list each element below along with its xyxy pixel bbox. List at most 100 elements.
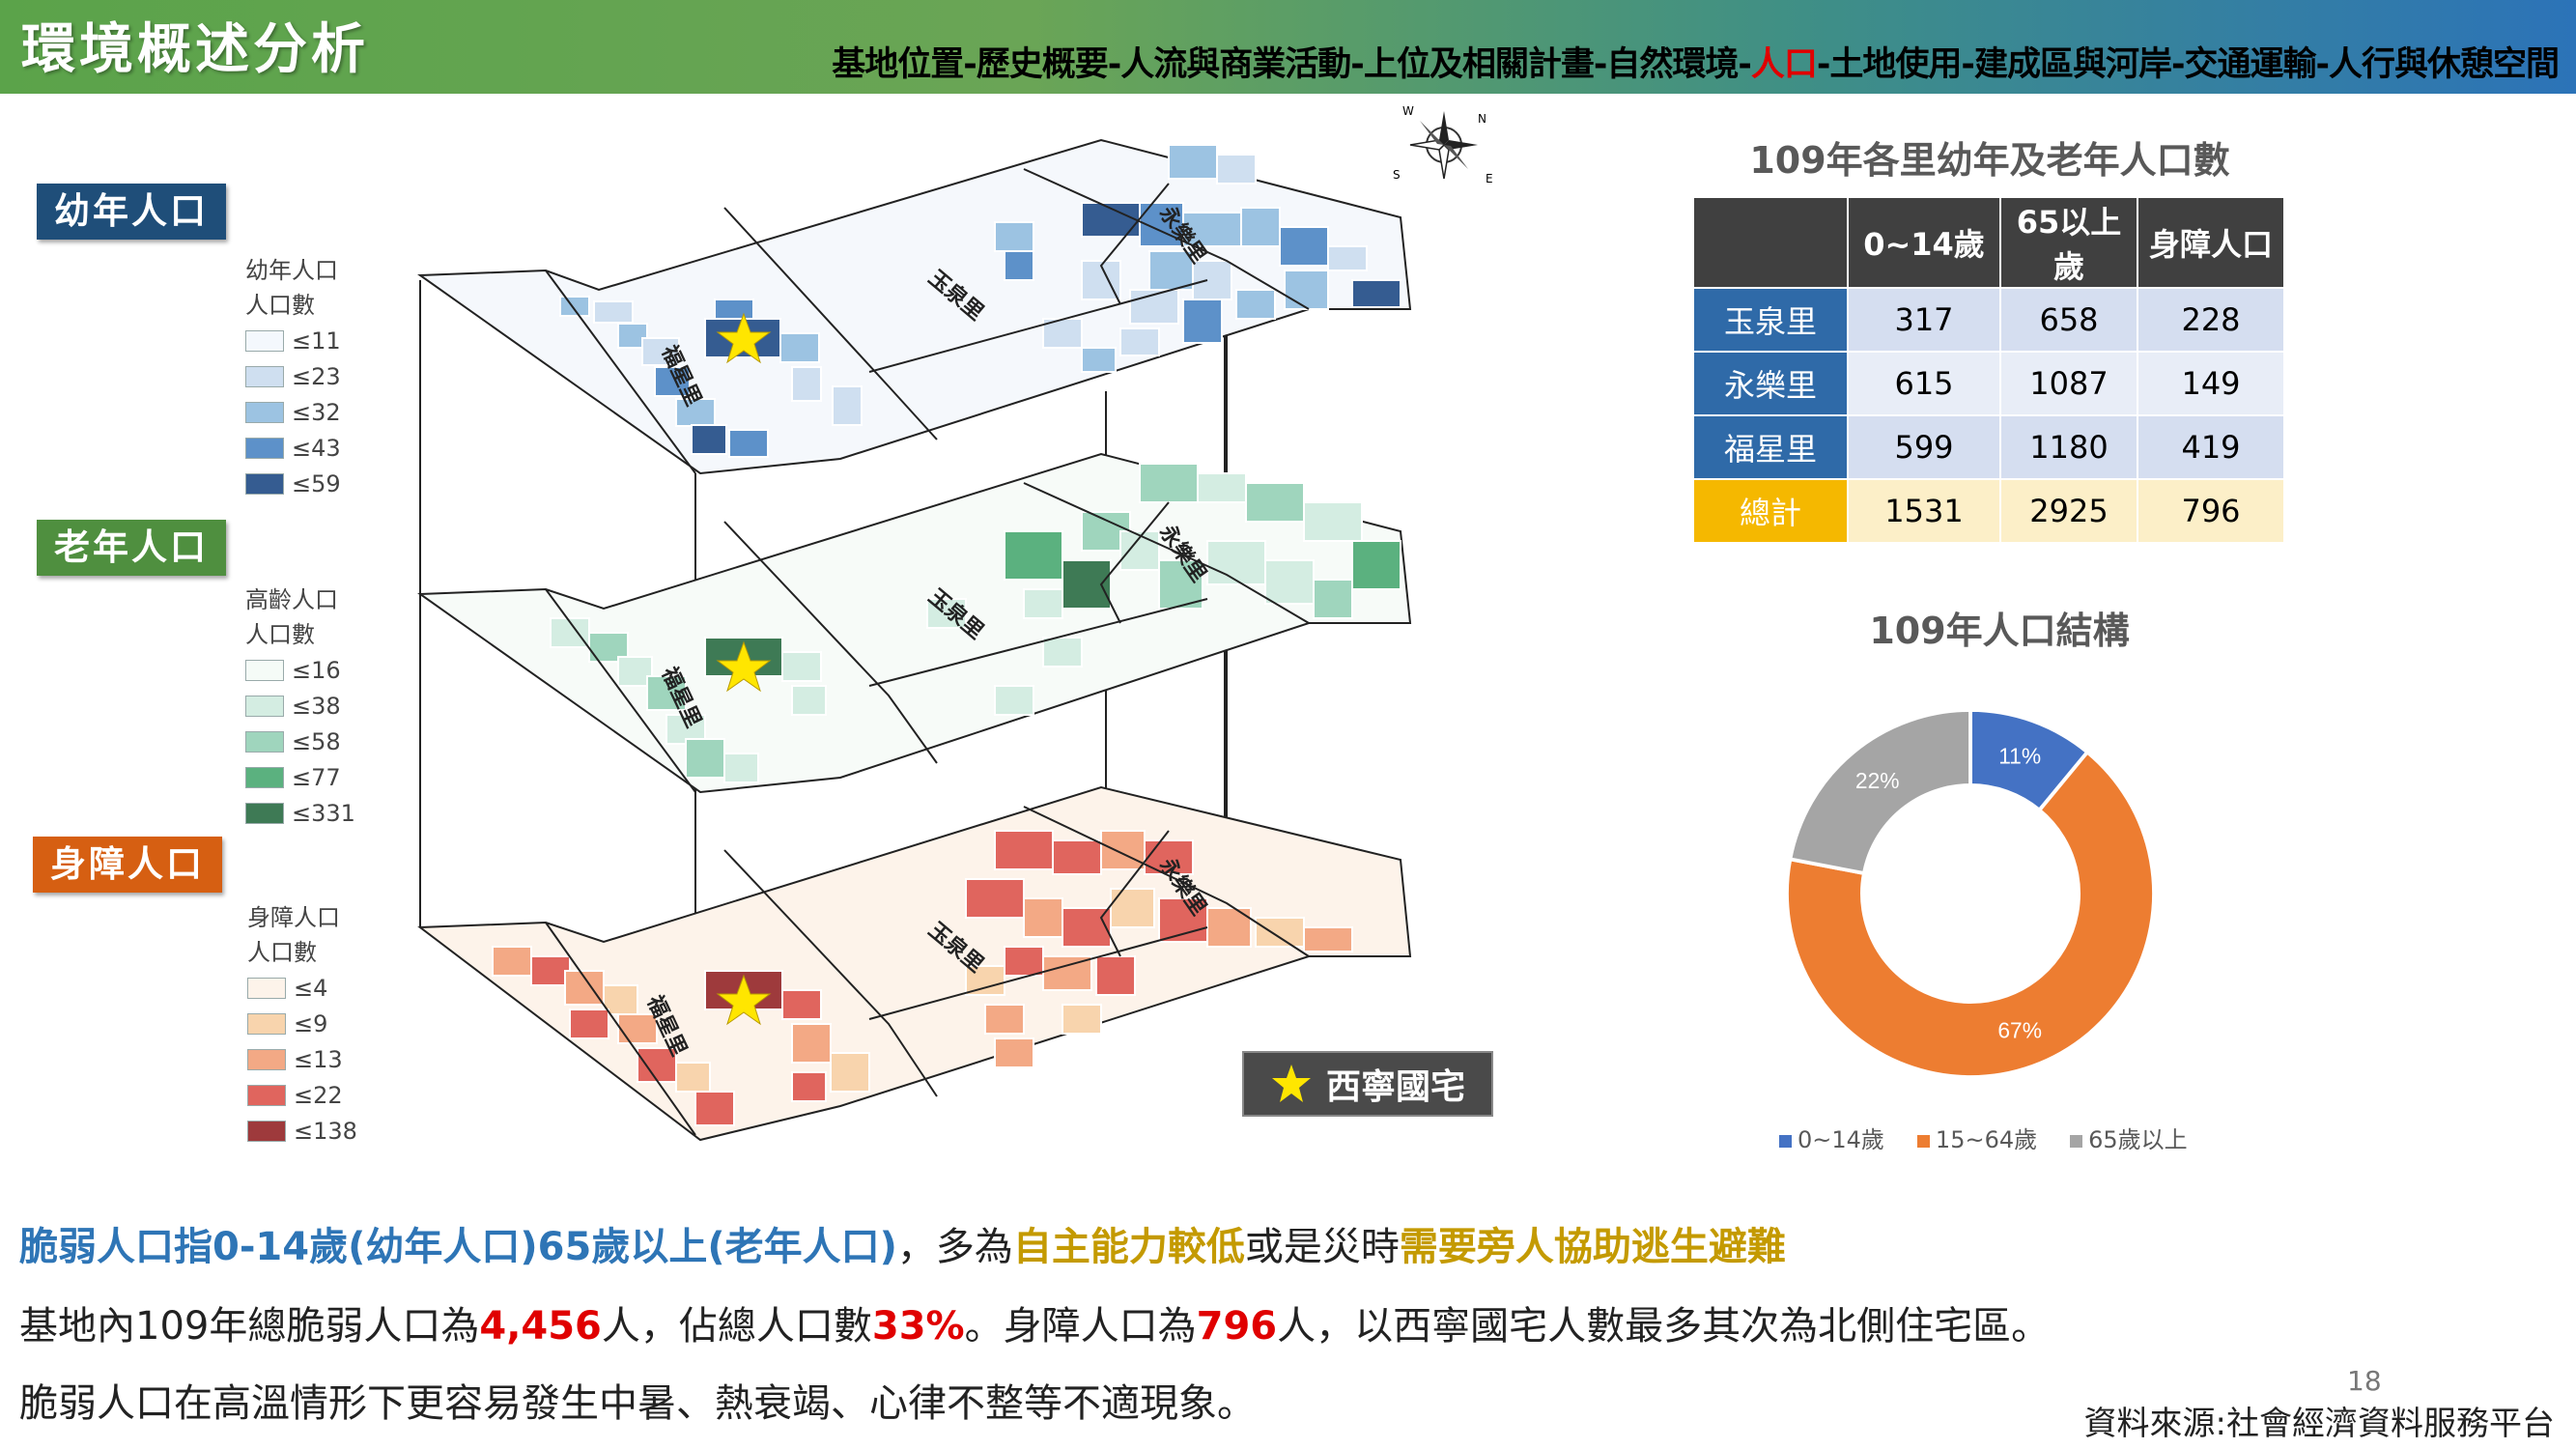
map-layer-disabled — [417, 785, 1412, 1142]
legend-title-line2: 人口數 — [245, 621, 315, 648]
table-total-row: 總計 1531 2925 796 — [1692, 478, 2285, 544]
population-donut-chart: 11% 67% 22% — [1787, 708, 2154, 1079]
legend-title-line1: 身障人口 — [247, 904, 340, 931]
text-segment: 4,456 — [479, 1304, 602, 1349]
legend-label: ≤4 — [294, 974, 328, 1002]
text-segment: 或是災時 — [1244, 1225, 1400, 1269]
compass-letter-w: W — [1402, 104, 1414, 118]
legend-swatch — [2070, 1134, 2083, 1148]
total-cell: 1531 — [1847, 478, 2001, 544]
legend-title-line1: 幼年人口 — [245, 257, 338, 284]
legend-label: ≤13 — [294, 1045, 343, 1073]
breadcrumb-before[interactable]: 基地位置-歷史概要-人流與商業活動-上位及相關計畫-自然環境- — [832, 45, 1752, 84]
table-cell: 1180 — [1999, 414, 2138, 480]
legend-title-line1: 高齡人口 — [245, 586, 338, 613]
table-row: 福星里 599 1180 419 — [1692, 414, 2285, 480]
text-segment: 33% — [871, 1304, 965, 1349]
table-title: 109年各里幼年及老年人口數 — [1749, 139, 2230, 182]
legend-swatch — [247, 1012, 286, 1035]
section-breadcrumb: 基地位置-歷史概要-人流與商業活動-上位及相關計畫-自然環境-人口-土地使用-建… — [832, 37, 2560, 86]
text-segment: 需要旁人協助逃生避難 — [1399, 1225, 1786, 1269]
legend-row: ≤59 — [245, 466, 341, 501]
donut-data-label: 22% — [1855, 768, 1900, 793]
map-layer-elderly — [417, 452, 1412, 794]
legend-swatch — [245, 437, 284, 459]
layered-population-map: 永樂里 玉泉里 福星里 永樂里 玉泉里 福星里 永樂里 玉泉里 福星里 — [417, 138, 1412, 1142]
row-name: 玉泉里 — [1692, 287, 1849, 353]
compass-letter-s: S — [1393, 168, 1401, 182]
donut-slice — [1787, 749, 2154, 1079]
donut-slice — [1788, 708, 1972, 876]
legend-children: 幼年人口 人口數 ≤11 ≤23 ≤32 ≤43 ≤59 — [245, 253, 341, 501]
table-header-cell: 0~14歲 — [1847, 196, 2001, 289]
chart-legend: 0~14歲 15~64歲 65歲以上 — [1779, 1121, 2188, 1154]
legend-row: ≤43 — [245, 430, 341, 466]
legend-swatch — [247, 977, 286, 999]
table-cell: 149 — [2137, 351, 2285, 416]
legend-swatch — [245, 802, 284, 824]
layer-label-elderly: 老年人口 — [37, 520, 226, 576]
legend-swatch — [245, 401, 284, 423]
header-bar: 環境概述分析 基地位置-歷史概要-人流與商業活動-上位及相關計畫-自然環境-人口… — [0, 0, 2576, 94]
summary-line-1: 脆弱人口指0-14歲(幼年人口)65歲以上(老年人口)，多為自主能力較低或是災時… — [19, 1215, 1786, 1271]
legend-title-line2: 人口數 — [245, 292, 315, 319]
marker-label: 西寧國宅 — [1325, 1067, 1465, 1107]
layer-label-disabled: 身障人口 — [33, 837, 222, 893]
legend-item: 0~14歲 — [1779, 1121, 1884, 1154]
legend-row: ≤13 — [247, 1041, 357, 1077]
xining-star-icon — [716, 640, 772, 693]
legend-label: ≤331 — [292, 799, 355, 827]
total-name: 總計 — [1692, 478, 1849, 544]
legend-swatch — [245, 329, 284, 352]
row-name: 福星里 — [1692, 414, 1849, 480]
legend-swatch — [245, 472, 284, 495]
xining-star-icon — [716, 974, 772, 1026]
summary-line-3: 脆弱人口在高溫情形下更容易發生中暑、熱衰竭、心律不整等不適現象。 — [19, 1372, 1256, 1428]
table-cell: 615 — [1847, 351, 2001, 416]
legend-text: 65歲以上 — [2088, 1126, 2188, 1153]
breadcrumb-current[interactable]: 人口 — [1750, 45, 1818, 84]
table-row: 玉泉里 317 658 228 — [1692, 287, 2285, 353]
table-row: 永樂里 615 1087 149 — [1692, 351, 2285, 416]
table-cell: 228 — [2137, 287, 2285, 353]
marker-legend: 西寧國宅 — [1242, 1051, 1493, 1117]
legend-disabled: 身障人口 人口數 ≤4 ≤9 ≤13 ≤22 ≤138 — [247, 900, 357, 1149]
text-segment: 基地內109年總脆弱人口為 — [19, 1304, 480, 1349]
chart-title: 109年人口結構 — [1869, 610, 2130, 652]
legend-swatch — [245, 695, 284, 717]
legend-row: ≤58 — [245, 724, 355, 759]
legend-swatch — [1779, 1134, 1792, 1148]
donut-data-label: 67% — [1997, 1018, 2042, 1043]
text-segment: ，多為 — [896, 1225, 1013, 1269]
legend-item: 65歲以上 — [2070, 1121, 2188, 1154]
breadcrumb-after[interactable]: -土地使用-建成區與河岸-交通運輸-人行與休憩空間 — [1816, 45, 2560, 84]
compass-rose-icon: W N S E — [1393, 104, 1493, 185]
table-cell: 658 — [1999, 287, 2138, 353]
legend-label: ≤77 — [292, 763, 341, 791]
legend-label: ≤22 — [294, 1081, 343, 1109]
table-cell: 317 — [1847, 287, 2001, 353]
legend-row: ≤11 — [245, 323, 341, 358]
legend-label: ≤58 — [292, 727, 341, 755]
row-name: 永樂里 — [1692, 351, 1849, 416]
legend-label: ≤16 — [292, 656, 341, 684]
legend-swatch — [247, 1048, 286, 1070]
legend-label: ≤11 — [292, 327, 341, 355]
summary-line-2: 基地內109年總脆弱人口為4,456人，佔總人口數33%。身障人口為796人，以… — [19, 1294, 2050, 1350]
text-segment: 脆弱人口在高溫情形下更容易發生中暑、熱衰竭、心律不整等不適現象。 — [19, 1381, 1256, 1426]
legend-swatch — [247, 1084, 286, 1106]
text-segment: 脆弱人口指0-14歲(幼年人口)65歲以上(老年人口) — [19, 1225, 897, 1269]
legend-row: ≤22 — [247, 1077, 357, 1113]
legend-row: ≤16 — [245, 652, 355, 688]
table-cell: 1087 — [1999, 351, 2138, 416]
donut-data-label: 11% — [1998, 743, 2041, 768]
table-header-cell: 身障人口 — [2137, 196, 2285, 289]
table-cell: 419 — [2137, 414, 2285, 480]
total-cell: 2925 — [1999, 478, 2138, 544]
legend-swatch — [245, 766, 284, 788]
compass-letter-n: N — [1478, 112, 1486, 126]
legend-label: ≤38 — [292, 692, 341, 720]
legend-row: ≤4 — [247, 970, 357, 1006]
table-header-row: 0~14歲 65以上歲 身障人口 — [1692, 196, 2285, 289]
table-header-cell — [1692, 196, 1849, 289]
